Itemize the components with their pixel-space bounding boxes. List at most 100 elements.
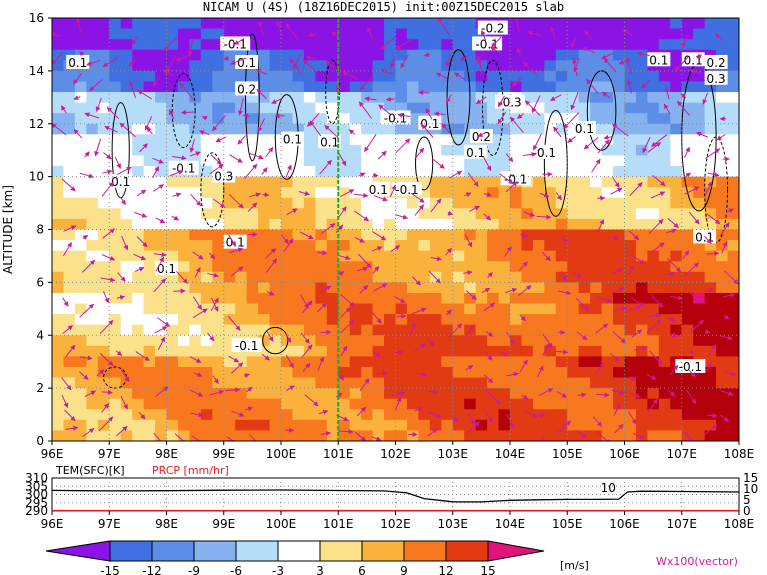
field-cell (418, 271, 431, 283)
field-cell (532, 218, 545, 231)
field-cell (555, 176, 568, 188)
field-cell (52, 113, 65, 125)
field-cell (544, 240, 557, 252)
field-cell (200, 81, 213, 93)
field-cell (452, 197, 465, 209)
field-cell (727, 155, 739, 167)
field-cell (143, 229, 156, 241)
wind-vector (120, 197, 127, 206)
field-cell (601, 250, 614, 262)
field-cell (86, 92, 99, 104)
field-cell (395, 144, 408, 157)
field-cell (406, 123, 419, 135)
field-cell (166, 282, 179, 294)
field-cell (52, 292, 65, 305)
field-cell (143, 250, 156, 262)
field-cell (235, 218, 248, 231)
wind-vector (128, 80, 137, 98)
field-cell (200, 345, 213, 357)
field-cell (532, 261, 545, 273)
field-cell (177, 314, 190, 326)
field-cell (315, 398, 328, 410)
field-cell (143, 18, 156, 30)
x-tick-label: 105E (552, 447, 583, 461)
wind-vector (153, 252, 167, 258)
field-cell (441, 240, 454, 252)
field-cell (120, 49, 133, 61)
field-cell (97, 229, 110, 241)
field-cell (120, 335, 133, 347)
wind-vector (445, 247, 452, 256)
field-cell (223, 81, 236, 93)
field-cell (269, 60, 282, 72)
wind-vector (229, 154, 243, 163)
contour-label: 0.2 (707, 56, 726, 70)
field-cell (555, 102, 568, 114)
field-cell (704, 166, 717, 178)
wind-vector (725, 208, 734, 214)
field-cell (338, 28, 351, 40)
field-cell (578, 197, 591, 209)
wind-vector (135, 351, 150, 362)
field-cell (97, 166, 110, 178)
field-cell (86, 144, 99, 157)
wind-vector (584, 30, 593, 41)
field-cell (200, 92, 213, 104)
wind-vector (520, 232, 529, 238)
wind-vector (226, 436, 235, 441)
field-cell (429, 419, 442, 432)
field-cell (200, 28, 213, 40)
field-cell (670, 282, 683, 294)
wind-vector (670, 295, 684, 301)
wind-vector (652, 174, 666, 187)
field-cell (555, 208, 568, 220)
field-cell (258, 81, 271, 93)
colorbar-segment (445, 540, 489, 562)
field-cell (372, 166, 385, 178)
field-cell (315, 261, 328, 273)
field-cell (189, 409, 202, 421)
field-cell (475, 166, 488, 178)
field-cell (372, 324, 385, 336)
field-cell (429, 261, 442, 273)
wind-vector (191, 435, 206, 441)
field-cell (326, 197, 339, 209)
field-cell (727, 197, 739, 209)
field-cell (200, 377, 213, 389)
field-cell (555, 39, 568, 51)
field-cell (521, 430, 534, 441)
field-cell (647, 70, 660, 83)
field-cell (567, 292, 580, 305)
field-cell (693, 208, 706, 220)
wind-vector (664, 86, 670, 100)
field-cell (235, 430, 248, 441)
field-cell (693, 240, 706, 252)
field-cell (624, 176, 637, 188)
field-cell (200, 176, 213, 188)
field-cell (418, 324, 431, 336)
surface-x-tick-label: 104E (495, 517, 526, 531)
field-cell (223, 398, 236, 410)
field-cell (498, 123, 511, 135)
field-cell (544, 102, 557, 114)
field-cell (567, 377, 580, 389)
wind-vector (139, 143, 148, 153)
field-cell (544, 176, 557, 188)
field-cell (372, 144, 385, 157)
main-axes: 96E 97E 98E 99E 100E 101E 102E 103E 104E 105E 106E… (1, 11, 754, 461)
field-cell (647, 430, 660, 441)
field-cell (246, 123, 259, 135)
field-cell (269, 187, 282, 199)
field-cell (212, 335, 225, 347)
field-cell (132, 218, 145, 231)
field-cell (120, 39, 133, 51)
wind-vector (152, 78, 159, 87)
field-cell (635, 324, 648, 336)
field-cell (132, 166, 145, 178)
wind-vector (611, 389, 625, 395)
field-cell (418, 102, 431, 114)
field-cell (510, 218, 523, 231)
field-cell (200, 166, 213, 178)
field-cell (86, 271, 99, 283)
field-cell (361, 356, 374, 368)
